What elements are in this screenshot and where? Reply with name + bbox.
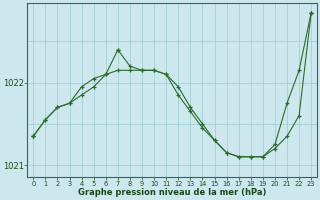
X-axis label: Graphe pression niveau de la mer (hPa): Graphe pression niveau de la mer (hPa)	[78, 188, 267, 197]
